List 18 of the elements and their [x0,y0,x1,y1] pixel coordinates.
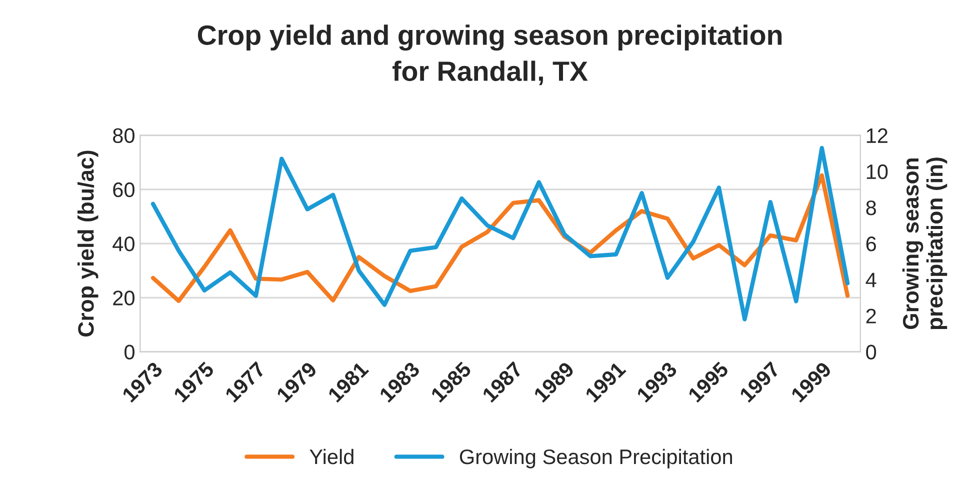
y2-tick-label: 8 [866,200,876,216]
y2-axis-title: Growing season precipitation (in) [902,158,948,330]
y2-tick-label: 4 [866,272,876,288]
y2-tick-label: 10 [866,164,888,180]
y2-tick-label: 12 [866,128,888,143]
y2-tick-label: 2 [866,308,876,324]
y-tick-label: 40 [112,236,134,252]
y2-tick-label: 6 [866,236,876,252]
y-tick-label: 80 [113,128,134,144]
y-tick-label: 20 [113,290,134,306]
y2-tick-label: 0 [866,344,876,360]
y-axis-title: Crop yield (bu/ac) [78,150,98,336]
chart-title: Crop yield and growing season precipitation for Randall, TX [198,24,782,86]
line-series [150,146,850,322]
legend-label: Yield [310,448,354,464]
legend-label: Growing Season Precipitation [460,448,732,468]
y-tick-label: 60 [113,182,134,198]
y-tick-label: 0 [124,344,134,360]
